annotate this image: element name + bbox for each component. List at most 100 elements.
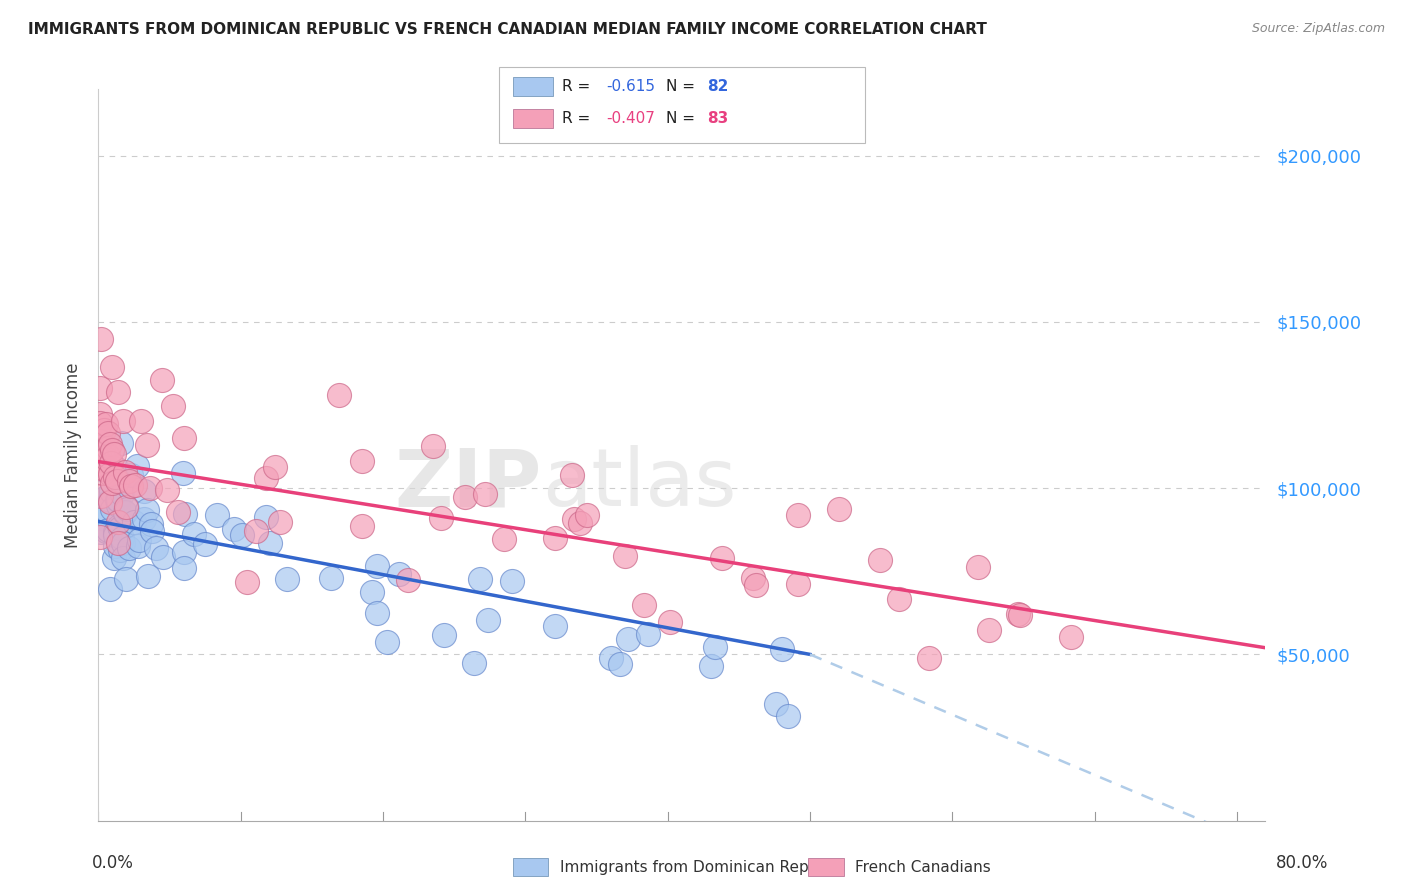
Point xyxy=(173,431,195,445)
Point xyxy=(205,508,228,522)
Point xyxy=(979,623,1001,637)
Point xyxy=(105,462,128,476)
Text: 80.0%: 80.0% xyxy=(1277,855,1329,872)
Point xyxy=(97,425,120,440)
Point xyxy=(172,467,194,481)
Point xyxy=(108,518,131,533)
Text: R =: R = xyxy=(562,79,596,94)
Point xyxy=(128,533,150,547)
Point xyxy=(454,491,477,505)
Point xyxy=(139,517,162,532)
Point xyxy=(132,512,155,526)
Point xyxy=(107,493,129,508)
Point xyxy=(110,487,132,501)
Point xyxy=(118,541,141,555)
Point xyxy=(765,697,787,711)
Point xyxy=(89,530,111,544)
Y-axis label: Median Family Income: Median Family Income xyxy=(65,362,83,548)
Point xyxy=(103,447,125,461)
Point xyxy=(107,493,129,508)
Text: 83: 83 xyxy=(707,112,728,126)
Point xyxy=(107,498,129,512)
Point xyxy=(474,487,496,501)
Point xyxy=(633,599,655,613)
Point xyxy=(658,615,681,630)
Text: French Canadians: French Canadians xyxy=(855,860,991,874)
Point xyxy=(139,481,162,495)
Point xyxy=(183,527,205,541)
Text: Source: ZipAtlas.com: Source: ZipAtlas.com xyxy=(1251,22,1385,36)
Point xyxy=(124,478,146,492)
Point xyxy=(93,460,115,475)
Point xyxy=(89,453,111,467)
Point xyxy=(104,528,127,542)
Point xyxy=(100,442,122,457)
Point xyxy=(352,454,374,468)
Point xyxy=(156,483,179,497)
Point xyxy=(111,532,134,546)
Point xyxy=(89,381,111,395)
Point xyxy=(98,467,121,482)
Point xyxy=(104,470,127,484)
Point xyxy=(135,438,157,452)
Point xyxy=(93,442,115,457)
Point xyxy=(108,521,131,535)
Point xyxy=(637,627,659,641)
Point xyxy=(115,500,138,515)
Text: -0.407: -0.407 xyxy=(606,112,655,126)
Point xyxy=(259,536,281,550)
Point xyxy=(422,439,444,453)
Point xyxy=(704,640,727,654)
Point xyxy=(93,423,115,437)
Point xyxy=(173,561,195,575)
Point xyxy=(501,574,523,588)
Point xyxy=(91,466,114,480)
Point xyxy=(477,613,499,627)
Point xyxy=(366,558,388,573)
Point xyxy=(828,502,851,516)
Point xyxy=(173,508,195,522)
Text: Immigrants from Dominican Republic: Immigrants from Dominican Republic xyxy=(560,860,845,874)
Point xyxy=(776,709,799,723)
Point xyxy=(150,373,173,387)
Point xyxy=(787,577,810,591)
Point xyxy=(544,619,567,633)
Point xyxy=(89,434,111,448)
Point xyxy=(129,414,152,428)
Text: N =: N = xyxy=(666,112,700,126)
Point xyxy=(328,388,350,402)
Point xyxy=(104,539,127,553)
Point xyxy=(120,468,142,483)
Point xyxy=(1010,608,1032,623)
Point xyxy=(90,462,112,476)
Point xyxy=(966,560,988,574)
Point xyxy=(122,516,145,530)
Point xyxy=(96,441,118,455)
Point xyxy=(254,510,277,524)
Point xyxy=(90,332,112,346)
Point xyxy=(100,456,122,470)
Point xyxy=(93,461,115,475)
Point xyxy=(107,384,129,399)
Point xyxy=(96,417,118,432)
Point xyxy=(276,572,298,586)
Point xyxy=(100,483,122,498)
Point xyxy=(742,571,765,585)
Point xyxy=(236,575,259,590)
Point xyxy=(1060,630,1083,644)
Point xyxy=(101,501,124,516)
Point xyxy=(136,568,159,582)
Point xyxy=(96,504,118,518)
Text: R =: R = xyxy=(562,112,596,126)
Text: atlas: atlas xyxy=(541,445,737,524)
Point xyxy=(90,525,112,540)
Point xyxy=(125,458,148,473)
Point xyxy=(699,659,721,673)
Point xyxy=(112,414,135,428)
Point xyxy=(166,505,188,519)
Point xyxy=(264,459,287,474)
Point xyxy=(361,584,384,599)
Point xyxy=(319,571,342,585)
Point xyxy=(110,436,132,450)
Point xyxy=(103,551,125,566)
